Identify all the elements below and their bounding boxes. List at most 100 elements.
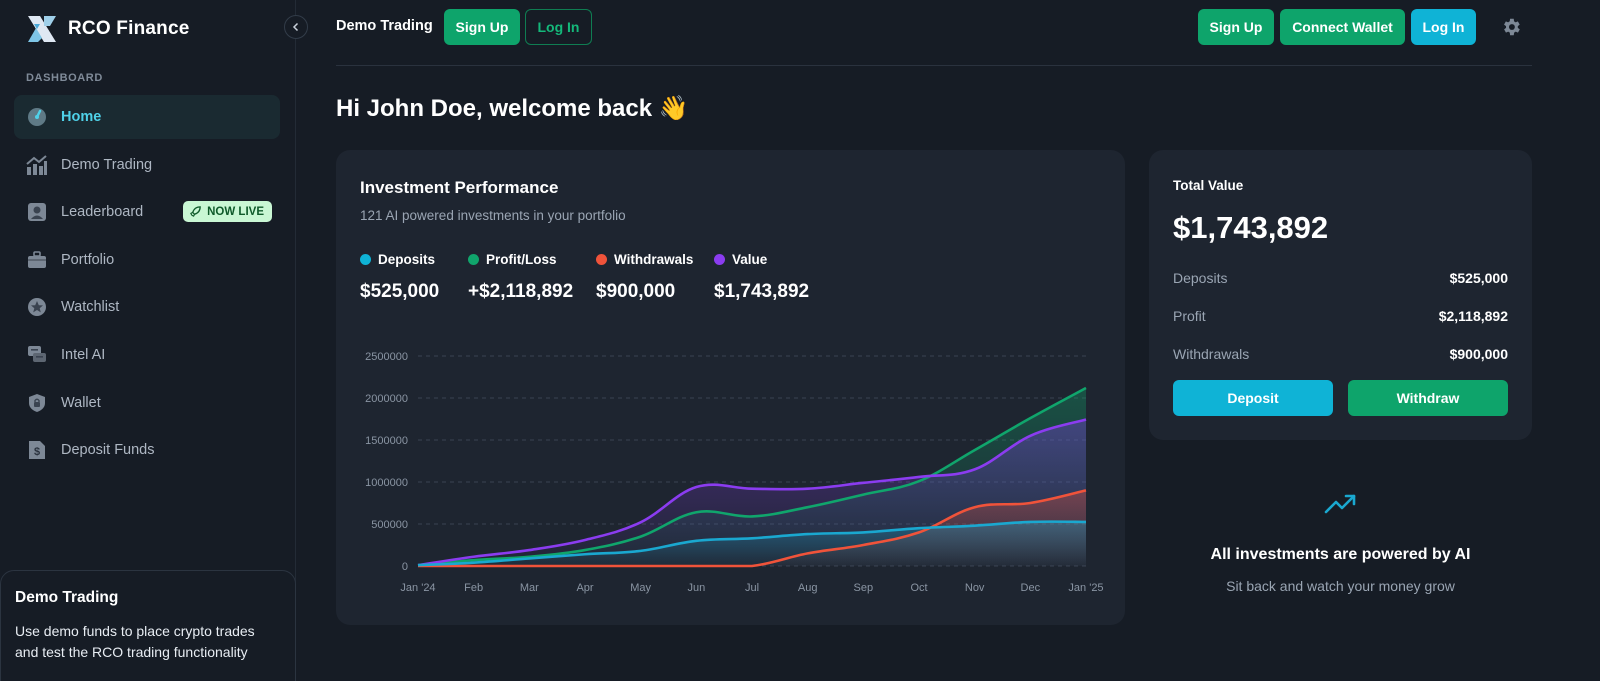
stat-value-total: Value $1,743,892 [714,252,809,303]
x-tick-label: Nov [965,582,985,594]
row-label: Deposits [1173,270,1228,286]
sidebar-item-portfolio[interactable]: Portfolio [14,238,280,282]
performance-chart: 0 500000 1000000 1500000 2000000 2500000 Jan '… [365,351,1103,594]
stat-label: Profit/Loss [486,252,557,267]
performance-title: Investment Performance [360,178,559,197]
badge-label: NOW LIVE [207,205,264,218]
row-value: $525,000 [1449,270,1508,286]
dollar-document-icon: $ [26,439,48,461]
x-tick-label: Aug [798,582,818,594]
sidebar-item-label: Demo Trading [61,156,153,173]
row-label: Withdrawals [1173,346,1250,362]
sidebar-item-label: Wallet [61,394,101,411]
sidebar-item-label: Portfolio [61,251,115,268]
stat-withdrawals: Withdrawals $900,000 [596,252,693,303]
total-row-profit: Profit $2,118,892 [1173,308,1508,324]
rco-logo-icon [28,16,56,42]
deposits-legend-dot [360,254,371,265]
collapse-sidebar-button[interactable] [284,15,308,39]
y-tick-label: 1500000 [365,435,408,447]
star-icon [26,296,48,318]
chat-icon [26,344,48,366]
investment-performance-card: Investment Performance 121 AI powered in… [336,150,1125,625]
performance-subtitle: 121 AI powered investments in your portf… [360,208,626,223]
y-tick-label: 2500000 [365,351,408,363]
login-button[interactable]: Log In [1411,9,1476,45]
row-value: $900,000 [1449,346,1508,362]
dashboard-section-label: DASHBOARD [26,72,103,84]
sidebar-item-intel-ai[interactable]: Intel AI [14,333,280,377]
top-bar: Demo Trading Sign Up Log In Sign Up Conn… [336,0,1532,66]
x-tick-label: Mar [520,582,539,594]
x-tick-label: Jul [745,582,759,594]
sidebar-nav: Home Demo Trading Leaderboard NOW LIVE P… [14,95,280,476]
welcome-heading: Hi John Doe, welcome back 👋 [336,95,689,122]
stat-value: $525,000 [360,281,440,302]
sidebar-item-label: Watchlist [61,299,120,316]
x-tick-label: Feb [464,582,483,594]
rocket-icon [190,206,201,218]
stat-value: $1,743,892 [714,281,810,302]
sidebar-item-wallet[interactable]: Wallet [14,381,280,425]
svg-text:$: $ [34,446,40,458]
sidebar-item-leaderboard[interactable]: Leaderboard NOW LIVE [14,190,280,234]
sidebar-item-demo-trading[interactable]: Demo Trading [14,143,280,187]
stat-label: Withdrawals [614,252,694,267]
profit-legend-dot [468,254,479,265]
x-tick-label: Dec [1021,582,1041,594]
y-tick-label: 500000 [371,519,408,531]
x-tick-label: May [630,582,651,594]
x-tick-label: Oct [910,582,927,594]
sidebar-item-label: Home [61,109,102,125]
ai-title: All investments are powered by AI [1210,546,1471,563]
sidebar-item-label: Intel AI [61,346,106,363]
series-line-deposits [417,520,1087,567]
withdraw-button[interactable]: Withdraw [1348,380,1508,416]
header-login-button[interactable]: Log In [525,9,592,45]
chevron-left-icon [292,22,299,32]
series-line-value [417,418,1087,567]
total-value-label: Total Value [1173,178,1244,193]
stat-label: Deposits [378,252,436,267]
sidebar-item-home[interactable]: Home [14,95,280,139]
x-tick-label: Jun [687,582,705,594]
gauge-icon [26,106,48,128]
y-tick-label: 1000000 [365,477,408,489]
connect-wallet-button[interactable]: Connect Wallet [1280,9,1405,45]
sidebar-item-watchlist[interactable]: Watchlist [14,285,280,329]
total-row-deposits: Deposits $525,000 [1173,270,1508,286]
withdrawals-legend-dot [596,254,607,265]
stat-profit-loss: Profit/Loss +$2,118,892 [468,252,573,303]
sidebar-item-label: Leaderboard [61,204,144,221]
series-line-withdrawals [418,489,1087,568]
x-tick-label: Apr [576,582,593,594]
header-signup-button[interactable]: Sign Up [444,9,520,45]
sidebar: RCO Finance DASHBOARD Home Demo Trading … [0,0,308,681]
ai-subtitle: Sit back and watch your money grow [1226,578,1455,594]
deposit-button[interactable]: Deposit [1173,380,1333,416]
row-value: $2,118,892 [1438,308,1508,324]
sidebar-item-deposit-funds[interactable]: $ Deposit Funds [14,428,280,472]
signup-button[interactable]: Sign Up [1198,9,1274,45]
y-tick-label: 2000000 [365,393,408,405]
stat-value: $900,000 [596,281,676,302]
gear-icon[interactable] [1500,16,1522,38]
stat-deposits: Deposits $525,000 [360,252,439,303]
now-live-badge: NOW LIVE [183,201,272,223]
lock-shield-icon [26,392,48,414]
stat-value: +$2,118,892 [468,281,574,302]
total-row-withdrawals: Withdrawals $900,000 [1173,346,1508,362]
row-label: Profit [1173,308,1206,324]
value-legend-dot [714,254,725,265]
x-tick-label: Sep [854,582,874,594]
user-badge-icon [26,201,48,223]
series-line-profit-loss [417,386,1087,567]
brand-name: RCO Finance [68,18,190,39]
page-title: Demo Trading [336,18,433,34]
brand-logo[interactable]: RCO Finance [26,14,190,44]
demo-card-text: Use demo funds to place crypto trades an… [15,623,255,660]
x-tick-label: Jan '25 [1068,582,1103,594]
x-tick-label: Jan '24 [400,582,435,594]
demo-trading-card[interactable]: Demo Trading Use demo funds to place cry… [0,570,296,681]
ai-info-block: All investments are powered by AI Sit ba… [1149,490,1532,594]
